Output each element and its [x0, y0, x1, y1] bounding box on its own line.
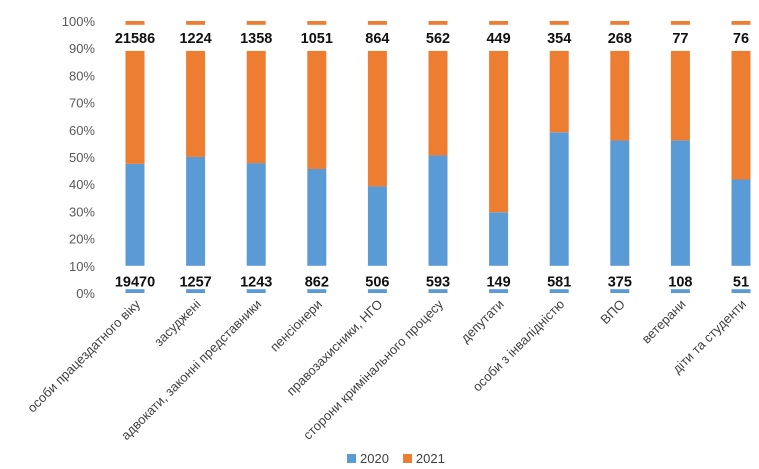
- data-label-2021: 449: [486, 31, 510, 47]
- y-tick-label: 60%: [69, 123, 95, 138]
- bar-2021-stub: [428, 21, 448, 25]
- data-label-2021: 354: [547, 31, 571, 47]
- bar-2021-stub: [307, 21, 327, 25]
- x-tick-label: пенсіонери: [267, 297, 325, 355]
- data-label-2020: 862: [305, 275, 329, 291]
- data-label-2020: 375: [608, 275, 632, 291]
- data-label-2021: 1051: [301, 31, 333, 47]
- bar-2021-stub: [610, 21, 630, 25]
- y-tick-label: 10%: [69, 259, 95, 274]
- bar-2020-segment: [246, 163, 266, 266]
- x-tick-label: ветерани: [639, 297, 689, 347]
- bar-2021-stub: [367, 21, 387, 25]
- legend-label-2021: 2021: [415, 451, 445, 466]
- bar-2021-stub: [731, 21, 751, 25]
- bar-2021-segment: [246, 50, 266, 164]
- legend-swatch-2020: [347, 454, 356, 463]
- bar-2021-segment: [428, 50, 448, 156]
- bar-2020-segment: [610, 140, 630, 266]
- bar-2020-stub: [186, 289, 206, 293]
- bar-2021-stub: [489, 21, 509, 25]
- bar-2020-stub: [549, 289, 569, 293]
- y-tick-label: 50%: [69, 150, 95, 165]
- bar-2020-stub: [670, 289, 690, 293]
- data-label-2020: 108: [668, 275, 692, 291]
- value-labels: 19470 21586 1257 1224 1243 1358 862 1051 506 864 5…: [115, 31, 749, 291]
- bar-2021-segment: [731, 50, 751, 180]
- bar-2021-segment: [610, 50, 630, 141]
- bar-2020-segment: [670, 140, 690, 266]
- y-tick-label: 100%: [62, 14, 96, 29]
- bar-2020-stub: [428, 289, 448, 293]
- bar-2020-segment: [186, 156, 206, 266]
- bar-2020-stub: [367, 289, 387, 293]
- data-label-2021: 268: [608, 31, 632, 47]
- data-label-2020: 1257: [179, 275, 211, 291]
- data-label-2021: 21586: [115, 31, 155, 47]
- data-label-2020: 581: [547, 275, 571, 291]
- bar-2021-segment: [670, 50, 690, 141]
- bar-2020-segment: [125, 163, 145, 266]
- bar-2020-segment: [731, 179, 751, 266]
- bar-2020-segment: [428, 155, 448, 266]
- data-label-2021: 1358: [240, 31, 272, 47]
- data-label-2020: 593: [426, 275, 450, 291]
- bar-2021-stub: [246, 21, 266, 25]
- data-label-2021: 864: [365, 31, 389, 47]
- y-tick-label: 30%: [69, 204, 95, 219]
- data-label-2021: 562: [426, 31, 450, 47]
- bar-2021-segment: [367, 50, 387, 187]
- y-tick-label: 20%: [69, 232, 95, 247]
- data-label-2021: 1224: [179, 31, 211, 47]
- bar-2020-stub: [610, 289, 630, 293]
- bar-2021-stub: [186, 21, 206, 25]
- bar-2020-segment: [367, 186, 387, 266]
- y-tick-label: 90%: [69, 41, 95, 56]
- bar-2021-segment: [186, 50, 206, 157]
- legend-item-2021: 2021: [402, 451, 445, 466]
- x-tick-label: депутати: [458, 297, 507, 346]
- bar-2020-segment: [307, 168, 327, 266]
- data-label-2020: 1243: [240, 275, 272, 291]
- data-label-2020: 149: [486, 275, 510, 291]
- data-label-2020: 506: [365, 275, 389, 291]
- bar-2020-stub: [489, 289, 509, 293]
- data-label-2020: 51: [733, 275, 749, 291]
- bar-2020-segment: [489, 212, 509, 266]
- y-tick-label: 80%: [69, 68, 95, 83]
- bar-2020-stub: [307, 289, 327, 293]
- bar-2021-segment: [125, 50, 145, 164]
- x-tick-label: особи працездатного віку: [24, 296, 143, 415]
- bar-2021-segment: [307, 50, 327, 169]
- legend-item-2020: 2020: [347, 451, 389, 466]
- x-tick-label: засуджені: [151, 296, 204, 349]
- bar-2021-stub: [549, 21, 569, 25]
- data-label-2021: 76: [733, 31, 749, 47]
- y-tick-label: 70%: [69, 96, 95, 111]
- bar-2020-stub: [246, 289, 266, 293]
- legend-label-2020: 2020: [360, 451, 389, 466]
- data-label-2020: 19470: [115, 275, 155, 291]
- data-label-2021: 77: [672, 31, 688, 47]
- legend: 2020 2021: [347, 451, 445, 466]
- bar-2021-stub: [670, 21, 690, 25]
- bar-2021-segment: [489, 50, 509, 213]
- y-tick-label: 0%: [76, 286, 95, 301]
- bar-2020-stub: [125, 289, 145, 293]
- y-tick-label: 40%: [69, 177, 95, 192]
- x-axis: особи працездатного віку засудженіадвокат…: [24, 296, 749, 443]
- bar-2020-stub: [731, 289, 751, 293]
- bar-2020-segment: [549, 132, 569, 266]
- y-axis: 0% 10% 20% 30% 40% 50% 60% 70% 80% 90% 100%: [62, 14, 96, 301]
- bars: [125, 21, 751, 293]
- bar-2021-segment: [549, 50, 569, 133]
- bar-2021-stub: [125, 21, 145, 25]
- x-tick-label: ВПО: [597, 297, 628, 328]
- legend-swatch-2021: [402, 454, 412, 463]
